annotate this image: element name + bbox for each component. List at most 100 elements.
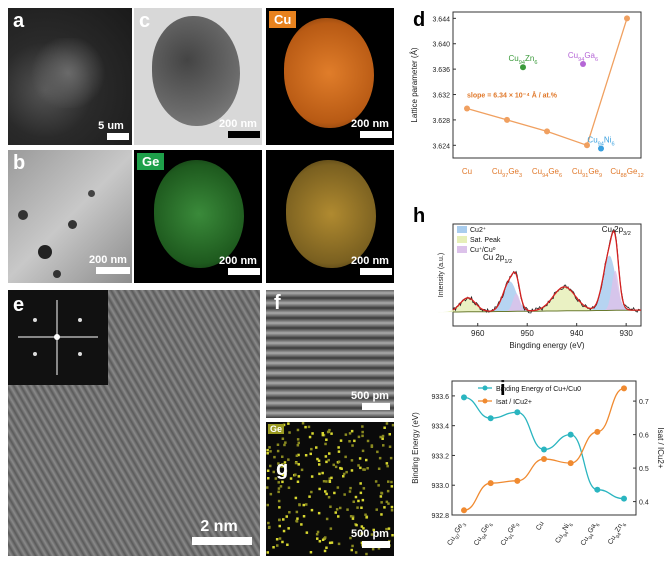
chart-h-peak-label-2p12: Cu 2p1/2 [483, 253, 512, 265]
panel-g-scale-text: 500 pm [351, 528, 389, 540]
chart-i-left-tick-label: 933.0 [431, 483, 449, 490]
chart-i-legend-text: Binding Energy of Cu+/Cu0 [496, 386, 581, 393]
panel-c-tem: c 200 nm [134, 8, 262, 145]
chart-i-right-tick-label: 0.5 [639, 466, 649, 473]
panel-merge-scale-text: 200 nm [351, 255, 389, 267]
chart-i-left-tick-label: 932.8 [431, 513, 449, 520]
chart-i-xtick-label: Cu91Ge9 [500, 520, 522, 548]
chart-d-xtick-label: Cu91Ge9 [572, 167, 602, 179]
panel-g-scalebar: 500 pm [348, 528, 392, 548]
chart-h-component [499, 293, 534, 312]
chart-h-xlabel: Bingding energy (eV) [509, 341, 584, 350]
panel-ge-scalebar: 200 nm [216, 255, 260, 275]
chart-h-legend-text: Cu+/Cu0 [470, 246, 496, 255]
chart-i-point [461, 507, 467, 514]
panel-cu-scalebar: 200 nm [348, 118, 392, 138]
chart-d-xtick-label: Cu88Ge12 [610, 167, 643, 179]
panel-e-scalebar: 2 nm [184, 518, 254, 545]
chart-i-point [621, 495, 627, 502]
chart-d-slope-text: slope = 6.34 × 10⁻⁴ Å / at.% [467, 91, 558, 100]
chart-d-point [584, 142, 590, 149]
chart-d-xtick-label: Cu [462, 167, 472, 176]
panel-g-tag: Ge [268, 424, 285, 434]
chart-d-extra-point [598, 145, 604, 152]
panel-a-scale-text: 5 um [98, 120, 124, 132]
chart-d-point [624, 15, 630, 22]
chart-h-peak-label-2p32: Cu 2p3/2 [602, 225, 631, 237]
chart-d-ytick-label: 3.624 [432, 143, 450, 150]
chart-i-left-tick-label: 933.6 [431, 394, 449, 401]
chart-i-xtick-label: Cu94Ge6 [473, 520, 495, 548]
chart-h-legend-swatch [457, 236, 467, 243]
chart-h-legend-text: Cu2+ [470, 227, 486, 235]
chart-d-extra-label: Cu94Ga6 [568, 51, 598, 63]
chart-d: d 3.624 3.628 3.632 3.636 3.640 3.644 Lattice … [410, 9, 644, 179]
chart-i-xtick-label: Cu [535, 520, 546, 531]
chart-i-point [567, 460, 574, 467]
chart-d-ytick-label: 3.628 [432, 118, 450, 125]
panel-f-label: f [274, 292, 281, 314]
panel-c-label: c [139, 10, 151, 32]
chart-i-point [594, 486, 601, 493]
chart-h-legend-swatch [457, 226, 467, 233]
chart-i-legend-marker [482, 385, 488, 391]
chart-d-xtick-label: Cu94Ge6 [532, 167, 562, 179]
chart-h-xtick-label: 940 [570, 329, 584, 338]
chart-d-extra-label: Cu94Ni6 [587, 135, 614, 147]
chart-i-point [541, 446, 547, 453]
cu-tag: Cu [269, 11, 297, 28]
chart-h-background [453, 309, 642, 313]
chart-i-right-tick-label: 0.6 [639, 433, 649, 440]
chart-i-legend-text: Isat / ICu2+ [496, 399, 532, 406]
panel-f-hrtem: f 500 pm [266, 290, 394, 418]
panel-b-label: b [13, 152, 26, 174]
chart-h-component [578, 255, 641, 311]
panel-f-scalebar: 500 pm [348, 390, 392, 410]
panel-e-hrtem: e 2 nm [8, 290, 260, 556]
chart-h-xtick-label: 960 [471, 329, 485, 338]
chart-d-series-line [466, 18, 628, 147]
chart-h: h 960 950 940 930 Bingding energy (eV) Intens… [413, 205, 642, 350]
chart-d-ytick-label: 3.644 [432, 16, 450, 23]
chart-i-xtick-label: Cu94Ga6 [580, 520, 602, 548]
panel-cu-scale-text: 200 nm [351, 118, 389, 130]
panel-ge-scale-text: 200 nm [219, 255, 257, 267]
chart-h-xtick-label: 950 [521, 329, 535, 338]
panel-a-scalebar: 5 um [93, 120, 129, 140]
chart-d-frame [452, 11, 642, 159]
chart-h-component [598, 270, 633, 311]
chart-i: i 932.8 933.0 933.2 933.4 933.6 0.4 0.5 0.6 0.7 B… [411, 378, 664, 548]
chart-h-legend-swatch [457, 246, 467, 253]
panel-a-sem: a 5 um [8, 8, 132, 145]
panel-merge-map: 200 nm [266, 150, 394, 283]
chart-d-point [504, 116, 510, 123]
chart-i-right-tick-label: 0.7 [639, 399, 649, 406]
chart-i-point [514, 409, 521, 416]
chart-i-point [621, 385, 627, 392]
chart-i-xtick-label: Cu94Ni6 [554, 520, 574, 546]
chart-i-point [567, 431, 574, 438]
chart-i-label: i [500, 378, 506, 400]
chart-h-xtick-label: 930 [619, 329, 633, 338]
chart-h-frame [452, 223, 642, 327]
panel-e-label: e [13, 294, 25, 316]
chart-d-ytick-label: 3.632 [432, 93, 450, 100]
panel-b-scale-text: 200 nm [89, 254, 127, 266]
panel-b-tem: b 200 nm [8, 150, 132, 283]
chart-i-right-tick-label: 0.4 [639, 500, 649, 507]
panel-c-scale-text: 200 nm [219, 118, 257, 130]
chart-i-left-tick-label: 933.4 [431, 424, 449, 431]
panel-g-ge-map: Ge g 500 pm [266, 422, 394, 556]
fft-inset [8, 290, 108, 385]
panel-c-scalebar: 200 nm [216, 118, 260, 138]
chart-h-component [508, 286, 619, 312]
ge-tag: Ge [137, 153, 165, 170]
chart-i-point [487, 415, 494, 422]
chart-i-point [541, 456, 547, 463]
chart-i-frame [451, 380, 637, 516]
chart-d-ytick-label: 3.640 [432, 42, 450, 49]
chart-h-fit [452, 229, 641, 312]
chart-d-xtick-label: Cu97Ge3 [492, 167, 522, 179]
chart-d-point [544, 128, 550, 135]
chart-h-component [429, 297, 506, 313]
